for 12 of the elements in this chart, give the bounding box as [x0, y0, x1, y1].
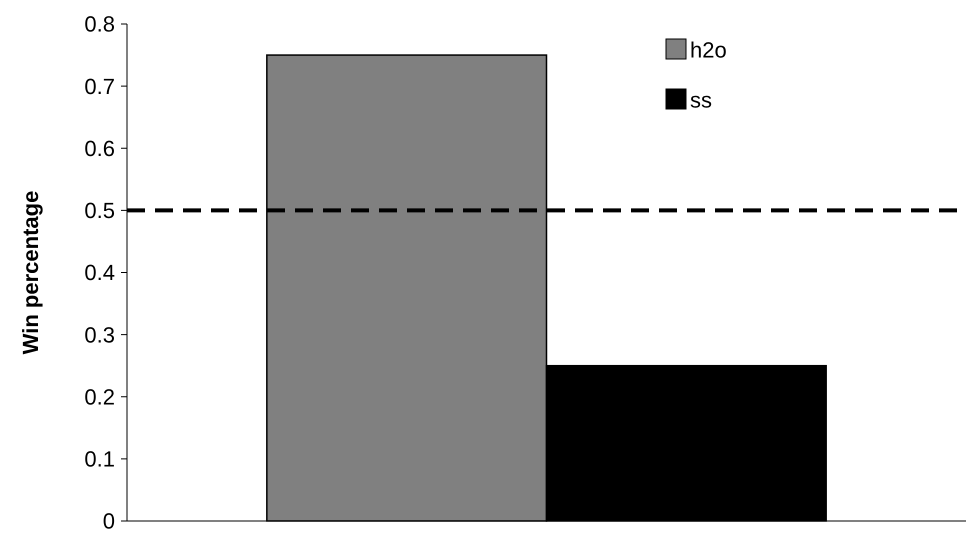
- y-axis-title: Win percentage: [18, 190, 43, 354]
- y-tick-label: 0.2: [84, 384, 115, 410]
- legend-label: ss: [690, 88, 712, 113]
- y-tick-label: 0.5: [84, 198, 115, 224]
- y-tick-label: 0.6: [84, 136, 115, 161]
- legend-label: h2o: [690, 38, 727, 63]
- y-tick-label: 0.4: [84, 260, 115, 286]
- y-tick-label: 0.7: [84, 74, 115, 99]
- y-tick-label: 0: [102, 508, 115, 534]
- y-tick-label: 0.1: [84, 446, 115, 472]
- y-tick-label: 0.3: [84, 322, 115, 348]
- y-tick-label: 0.8: [84, 12, 115, 37]
